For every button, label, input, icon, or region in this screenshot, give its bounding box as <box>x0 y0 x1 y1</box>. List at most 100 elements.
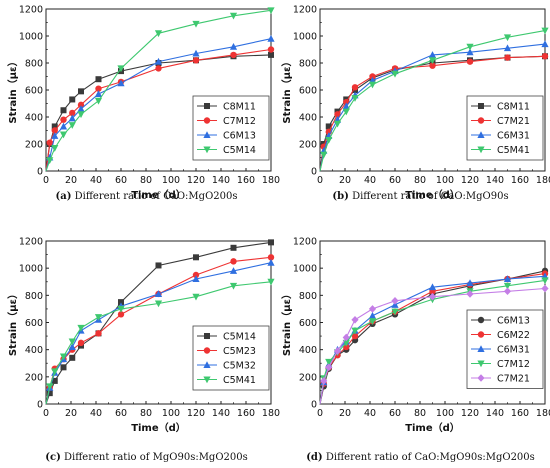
legend-label: C6M13 <box>223 131 256 142</box>
legend-marker <box>477 146 485 154</box>
data-point-C7M21 <box>429 62 436 69</box>
data-point-C5M14 <box>59 131 68 139</box>
data-point-C6M13 <box>154 57 163 65</box>
data-point-C7M12 <box>60 116 67 123</box>
x-tick-label: 0 <box>317 175 323 186</box>
data-point-C5M14 <box>51 377 58 384</box>
legend-marker <box>204 103 210 109</box>
chart-panel-4: 0 20 40 60 80 100 120 140 160 180 0 200 400 600 800 100… <box>280 237 550 464</box>
data-point-C7M21 <box>333 347 342 355</box>
x-axis-title: Time（d） <box>405 188 460 201</box>
x-tick-label: 180 <box>262 408 280 419</box>
chart-panel-1: 0 20 40 60 80 100 120 140 160 180 0 200 400 600 800 100… <box>6 5 280 203</box>
data-point-C7M12 <box>325 358 333 366</box>
data-point-C7M21 <box>342 333 350 342</box>
data-point-C5M41 <box>192 293 200 301</box>
legend-marker <box>203 361 211 368</box>
data-point-C5M41 <box>342 108 350 116</box>
data-point-C5M14 <box>46 157 54 164</box>
x-tick-label: 120 <box>187 175 205 186</box>
x-tick-label: 0 <box>317 408 323 419</box>
legend-label: C5M14 <box>223 145 256 156</box>
data-point-C5M23 <box>77 339 85 347</box>
data-point-C6M13 <box>192 49 200 57</box>
legend-marker <box>477 131 485 138</box>
data-point-C5M41 <box>51 368 59 376</box>
data-point-C7M12 <box>46 139 53 146</box>
x-tick-label: 60 <box>115 175 127 186</box>
caption-text: Different ratio of MgO90s:MgO200s <box>61 452 248 463</box>
data-point-C8M11 <box>51 123 58 130</box>
data-point-C5M41 <box>333 120 342 128</box>
data-point-C5M14 <box>155 262 162 269</box>
legend-label: C5M41 <box>497 145 530 156</box>
y-tick-label: 0 <box>311 167 317 178</box>
data-point-C5M41 <box>466 43 474 51</box>
x-tick-label: 40 <box>90 175 102 186</box>
data-point-C7M21 <box>391 296 399 305</box>
y-tick-label: 200 <box>25 140 43 151</box>
x-tick-label: 80 <box>414 408 426 419</box>
caption-letter: (a) <box>55 191 71 202</box>
data-point-C5M23 <box>95 330 102 337</box>
y-axis-title: Strain（με） <box>6 289 19 356</box>
legend-marker <box>477 331 485 338</box>
legend-label: C5M14 <box>223 332 256 343</box>
legend-marker <box>477 117 485 124</box>
chart-panel-2: 0 20 40 60 80 100 120 140 160 180 0 200 400 600 800 100… <box>280 5 550 203</box>
data-point-C8M11 <box>325 123 332 130</box>
data-point-C7M21 <box>504 54 511 61</box>
y-tick-label: 800 <box>25 291 43 302</box>
x-tick-label: 180 <box>536 408 550 419</box>
x-tick-label: 140 <box>486 408 504 419</box>
data-point-C7M21 <box>334 111 341 118</box>
data-point-C5M14 <box>192 20 200 28</box>
data-point-C5M41 <box>503 34 512 42</box>
y-tick-label: 0 <box>37 167 43 178</box>
data-point-C5M41 <box>428 57 437 65</box>
legend-label: C6M31 <box>497 131 530 142</box>
data-point-C7M12 <box>69 109 76 117</box>
x-tick-label: 40 <box>90 408 102 419</box>
data-point-C5M23 <box>192 271 200 279</box>
data-point-C7M12 <box>368 318 377 325</box>
x-tick-label: 100 <box>436 408 454 419</box>
data-point-C7M12 <box>541 277 549 285</box>
caption-text: Different ratio of CaO:MgO90s <box>349 191 509 202</box>
legend-label: C6M22 <box>497 330 530 341</box>
data-point-C6M31 <box>342 102 350 110</box>
data-point-C8M11 <box>78 88 84 95</box>
x-tick-label: 100 <box>162 408 180 419</box>
x-tick-label: 40 <box>364 175 376 186</box>
data-point-C7M21 <box>541 284 549 293</box>
data-point-C7M12 <box>230 51 237 59</box>
data-point-C5M32 <box>229 267 238 274</box>
data-point-C5M14 <box>46 390 53 397</box>
x-axis-title: Time（d） <box>131 421 186 434</box>
legend-label: C5M23 <box>223 346 256 357</box>
x-tick-label: 0 <box>43 408 49 419</box>
y-tick-label: 1200 <box>293 237 317 248</box>
x-tick-label: 160 <box>237 408 255 419</box>
data-point-C7M21 <box>368 305 377 313</box>
y-tick-label: 400 <box>299 113 317 124</box>
legend-marker <box>203 146 211 154</box>
data-point-C5M23 <box>117 311 125 318</box>
legend-label: C7M12 <box>497 359 530 370</box>
legend-marker <box>477 360 485 368</box>
data-point-C6M13 <box>68 114 76 122</box>
x-tick-label: 60 <box>389 408 401 419</box>
data-point-C7M12 <box>503 282 512 290</box>
y-tick-label: 800 <box>299 59 317 70</box>
data-point-C5M41 <box>154 300 163 308</box>
x-tick-label: 100 <box>162 175 180 186</box>
legend-label: C5M41 <box>223 375 256 386</box>
y-tick-label: 600 <box>299 318 317 329</box>
data-point-C5M41 <box>46 383 54 391</box>
y-tick-label: 1000 <box>19 32 43 43</box>
data-point-C5M14 <box>94 97 103 105</box>
panel-caption: (c) Different ratio of MgO90s:MgO200s <box>45 452 248 463</box>
data-point-C7M21 <box>351 84 359 91</box>
x-tick-label: 60 <box>115 408 127 419</box>
series-line-C5M41 <box>45 281 272 405</box>
